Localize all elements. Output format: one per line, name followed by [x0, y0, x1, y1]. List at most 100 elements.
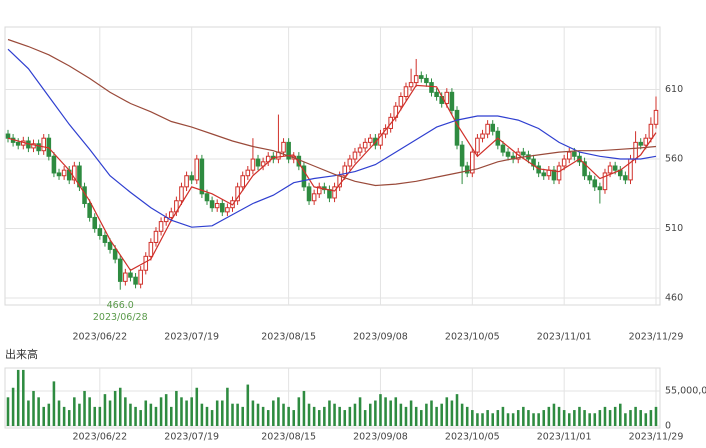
volume-bar — [425, 403, 428, 426]
x-tick-label: 2023/09/08 — [353, 332, 408, 343]
volume-bar — [435, 406, 438, 426]
volume-bar — [333, 403, 336, 426]
volume-bar — [11, 387, 15, 426]
volume-bar — [379, 394, 382, 426]
volume-bar — [547, 406, 551, 426]
volume-bar — [88, 397, 91, 426]
y-tick-label: 610 — [665, 84, 683, 95]
candle-body — [566, 151, 572, 160]
volume-bar — [389, 400, 392, 426]
candle-body — [419, 75, 424, 79]
candle-body — [245, 169, 251, 177]
candle-body — [123, 272, 128, 282]
candle-body — [102, 235, 108, 243]
candle-body — [235, 186, 240, 202]
volume-bar — [185, 400, 188, 426]
volume-bar — [527, 410, 530, 426]
volume-bar — [399, 403, 403, 426]
candle-body — [250, 158, 256, 171]
volume-bar — [149, 403, 153, 426]
volume-bar — [124, 397, 127, 426]
x-tick-label: 2023/10/05 — [445, 432, 500, 443]
candle-body — [31, 143, 36, 149]
volume-bar — [440, 403, 443, 426]
volume-bar — [256, 403, 260, 426]
volume-bar — [134, 406, 137, 426]
candle-body — [179, 186, 184, 202]
volume-bar — [241, 406, 244, 426]
candle-body — [470, 151, 475, 174]
candle-body — [572, 151, 577, 157]
volume-bar — [338, 406, 341, 426]
candle-body — [480, 133, 485, 139]
volume-bar — [52, 381, 56, 426]
candle-body — [612, 165, 618, 171]
x-tick-label: 2023/07/19 — [164, 432, 219, 443]
volume-bar — [292, 410, 296, 426]
candle-body — [505, 151, 511, 157]
volume-bar — [455, 394, 459, 426]
candle-body — [56, 172, 62, 177]
volume-bar — [430, 400, 433, 426]
candle-body — [112, 248, 118, 260]
volume-bar — [629, 410, 632, 426]
volume-bar — [573, 410, 576, 426]
volume-bar — [83, 390, 86, 426]
volume-bar — [210, 410, 214, 426]
volume-bar — [608, 410, 612, 426]
volume-bar — [557, 406, 561, 426]
volume-bar — [246, 384, 250, 426]
candle-body — [490, 123, 496, 132]
volume-bar — [471, 410, 474, 426]
candle-body — [521, 151, 526, 156]
candle-body — [352, 151, 358, 160]
volume-bar — [129, 403, 132, 426]
candle-body — [87, 203, 92, 218]
candle-body — [342, 165, 348, 177]
volume-bar — [368, 403, 372, 426]
min-date-label: 2023/06/28 — [93, 312, 148, 323]
volume-bar — [481, 413, 484, 426]
volume-bar — [297, 397, 301, 426]
candle-body — [332, 186, 337, 199]
volume-bar — [588, 413, 591, 426]
volume-bar — [583, 410, 586, 426]
volume-bar — [634, 406, 637, 426]
volume-bar — [200, 403, 204, 426]
candle-body — [459, 144, 465, 167]
moving-average — [7, 84, 657, 272]
candle-body — [582, 161, 587, 177]
volume-bar — [236, 403, 239, 426]
candle-body — [209, 200, 215, 209]
candle-body — [138, 269, 143, 285]
volume-bar — [78, 403, 81, 426]
volume-bar — [98, 406, 102, 426]
candle-body — [41, 137, 47, 152]
x-tick-label: 2023/06/22 — [72, 432, 127, 443]
candle-body — [475, 137, 480, 153]
candle-body — [500, 144, 506, 153]
volume-bar — [374, 400, 377, 426]
volume-bar — [323, 406, 326, 426]
volume-bar — [649, 410, 653, 426]
candle-body — [225, 207, 230, 213]
candle-body — [61, 169, 67, 177]
min-value-label: 466.0 — [107, 300, 134, 311]
volume-bar — [180, 397, 183, 426]
candle-body — [97, 228, 103, 237]
volume-bar — [522, 406, 525, 426]
volume-bar — [542, 410, 546, 426]
candle-body — [281, 141, 286, 153]
volume-bar — [231, 403, 234, 426]
volume-bar — [205, 406, 209, 426]
candle-body — [587, 175, 592, 181]
volume-bar — [348, 406, 352, 426]
candle-body — [5, 133, 11, 139]
price-frame — [4, 26, 661, 306]
volume-bar — [328, 400, 331, 426]
candle-body — [648, 123, 654, 139]
volume-bar — [57, 400, 61, 426]
volume-bar — [307, 403, 311, 426]
volume-bar — [287, 406, 290, 426]
